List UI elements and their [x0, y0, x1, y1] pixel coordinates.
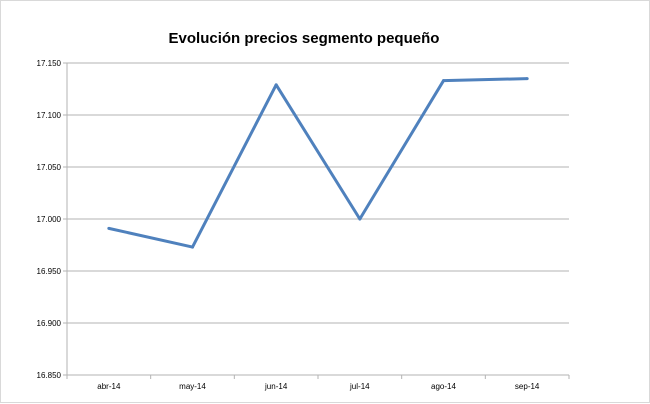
data-point: [442, 79, 445, 83]
data-point: [525, 77, 529, 81]
x-tick-label: jun-14: [264, 382, 288, 391]
y-tick-label: 17.000: [37, 215, 62, 224]
data-point: [191, 245, 194, 249]
x-tick-label: abr-14: [97, 382, 121, 391]
x-tick-label: may-14: [179, 382, 206, 391]
chart-title: Evolución precios segmento pequeño: [168, 30, 440, 47]
y-tick-label: 16.850: [37, 371, 62, 380]
y-tick-label: 17.050: [37, 163, 62, 172]
x-tick-label: jul-14: [349, 382, 370, 391]
series-line: [108, 77, 528, 249]
x-tick-label: ago-14: [431, 382, 456, 391]
data-point: [358, 217, 362, 221]
data-point: [107, 226, 111, 230]
x-tick-label: sep-14: [515, 382, 540, 391]
y-tick-label: 16.950: [37, 267, 62, 276]
y-tick-label: 17.100: [37, 111, 62, 120]
y-tick-label: 17.150: [37, 59, 62, 68]
y-tick-label: 16.900: [37, 319, 62, 328]
data-point: [274, 83, 278, 87]
